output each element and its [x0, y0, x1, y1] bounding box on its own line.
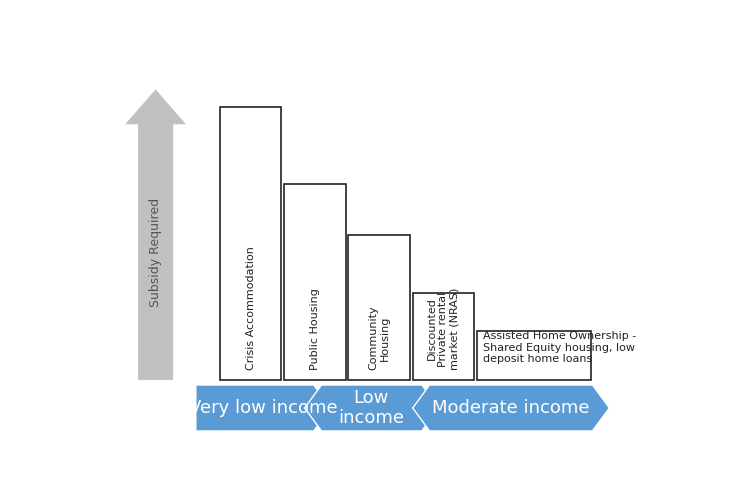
Polygon shape	[197, 386, 329, 430]
Text: Low
income: Low income	[339, 389, 404, 428]
Text: Subsidy Required: Subsidy Required	[149, 198, 162, 307]
Polygon shape	[305, 386, 438, 430]
Bar	[477, 331, 591, 380]
Text: Community
Housing: Community Housing	[368, 306, 390, 370]
Bar	[284, 184, 345, 380]
Bar	[220, 107, 281, 380]
Bar	[348, 234, 410, 380]
Text: Very low income: Very low income	[188, 399, 338, 417]
Text: Crisis Accommodation: Crisis Accommodation	[246, 246, 256, 370]
Text: Public Housing: Public Housing	[310, 288, 320, 370]
Polygon shape	[412, 386, 608, 430]
Text: Assisted Home Ownership -
Shared Equity housing, low
deposit home loans: Assisted Home Ownership - Shared Equity …	[483, 331, 636, 364]
Bar	[412, 293, 474, 380]
Polygon shape	[125, 90, 186, 380]
Text: Discounted
Private rental
market (NRAS): Discounted Private rental market (NRAS)	[427, 288, 460, 370]
Text: Moderate income: Moderate income	[432, 399, 590, 417]
